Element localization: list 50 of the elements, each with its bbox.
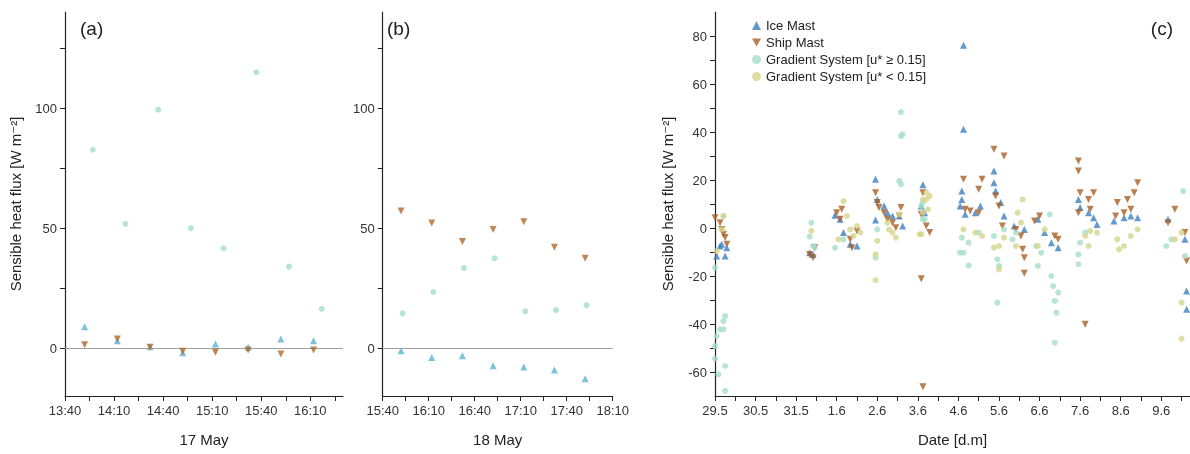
x-tick-label: 7.6	[1071, 403, 1090, 418]
y-tick-label: -40	[688, 316, 707, 332]
x-tick-label: 30.5	[742, 403, 769, 418]
y-tick-label: 0	[367, 340, 375, 356]
legend-label: Ice Mast	[766, 18, 816, 33]
x-axis-title: 18 May	[473, 431, 523, 448]
x-tick-label: 16:10	[294, 403, 327, 418]
chart-title: (a)	[80, 18, 104, 39]
x-tick-label: 6.6	[1030, 403, 1049, 418]
y-tick-label: 20	[692, 172, 707, 188]
y-tick-label: 60	[692, 76, 707, 92]
x-tick-label: 15:40	[244, 403, 278, 418]
x-tick-label: 8.6	[1111, 403, 1130, 418]
y-tick-label: 100	[352, 100, 375, 116]
x-tick-label: 31.5	[783, 403, 809, 418]
x-axis-title: 17 May	[179, 431, 230, 448]
x-tick-label: 15:40	[366, 403, 399, 418]
x-tick-label: 16:10	[412, 403, 445, 418]
x-tick-label: 15:10	[195, 403, 229, 418]
y-tick-label: 100	[35, 100, 57, 116]
y-tick-label: 40	[692, 124, 707, 140]
x-tick-label: 16:40	[458, 403, 491, 418]
y-tick-label: 0	[49, 340, 57, 356]
y-tick-label: -60	[688, 364, 707, 380]
x-tick-label: 14:40	[146, 403, 180, 418]
y-tick-label: 50	[42, 220, 57, 236]
x-tick-label: 5.6	[989, 403, 1009, 418]
x-tick-label: 9.6	[1152, 403, 1171, 418]
legend-label: Gradient System [u* ≥ 0.15]	[766, 52, 926, 67]
y-axis-title: Sensible heat flux [W m⁻²]	[7, 116, 24, 292]
x-tick-label: 17:40	[550, 403, 583, 418]
x-tick-label: 18:10	[596, 403, 630, 418]
x-tick-label: 4.6	[949, 403, 968, 418]
legend-label: Gradient System [u* < 0.15]	[766, 69, 927, 84]
y-tick-label: 80	[692, 28, 707, 44]
x-tick-label: 2.6	[868, 403, 887, 418]
x-axis-title: Date [d.m]	[917, 431, 988, 448]
x-tick-label: 17:10	[504, 403, 537, 418]
y-axis-title: Sensible heat flux [W m⁻²]	[659, 116, 676, 292]
legend-label: Ship Mast	[766, 35, 825, 50]
y-tick-label: -20	[688, 268, 707, 284]
x-tick-label: 29.5	[702, 403, 728, 418]
y-tick-label: 50	[360, 220, 375, 236]
chart-title: (c)	[1150, 18, 1173, 39]
x-tick-label: 1.6	[827, 403, 846, 418]
chart-title: (b)	[387, 18, 411, 39]
x-tick-label: 3.6	[908, 403, 927, 418]
x-tick-label: 13:40	[48, 403, 82, 418]
y-tick-label: 0	[699, 220, 707, 236]
x-tick-label: 14:10	[97, 403, 131, 418]
